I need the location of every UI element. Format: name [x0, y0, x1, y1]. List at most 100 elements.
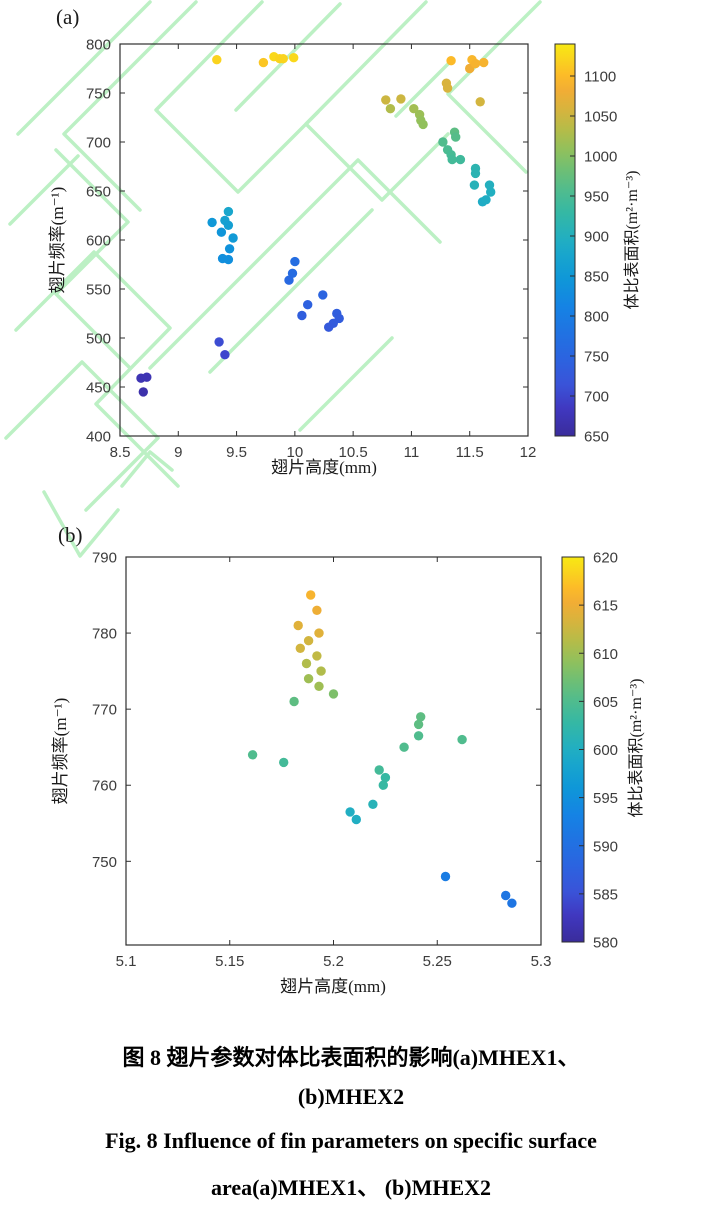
data-point	[290, 256, 300, 267]
y-tick-label: 780	[92, 626, 117, 643]
data-point	[258, 57, 269, 68]
panel-label-a: (a)	[56, 5, 80, 29]
data-point	[368, 799, 378, 809]
data-point	[469, 180, 480, 190]
y-axis-label: 翅片频率(m⁻¹)	[51, 698, 70, 805]
data-point	[212, 55, 222, 65]
colorbar-tick-label: 615	[593, 598, 618, 615]
colorbar-tick-label: 580	[593, 935, 618, 952]
data-point	[142, 372, 152, 382]
x-axis-label: 翅片高度(mm)	[271, 458, 377, 477]
data-point	[289, 53, 299, 63]
x-tick-label: 12	[520, 444, 537, 461]
data-point	[481, 195, 491, 205]
data-points	[247, 590, 517, 908]
data-point	[345, 807, 355, 817]
scatter-plot-a: 8.5 9 9.5 10 10.5 11 11.5 12 400 450 500 550 600 650 7…	[48, 37, 641, 478]
data-point	[470, 168, 481, 179]
data-point	[138, 387, 148, 397]
data-point	[297, 310, 307, 321]
colorbar-tick-label: 1000	[584, 149, 617, 166]
x-tick-label: 5.2	[323, 953, 344, 970]
x-axis: 5.1 5.15 5.2 5.25 5.3	[116, 557, 552, 970]
data-point	[442, 83, 453, 93]
colorbar-tick-label: 1100	[584, 69, 616, 86]
data-point	[351, 814, 361, 825]
data-point	[318, 290, 328, 300]
x-tick-label: 5.1	[116, 953, 137, 970]
x-tick-label: 10.5	[339, 444, 368, 461]
data-point	[378, 780, 388, 790]
x-tick-label: 8.5	[110, 444, 131, 461]
data-point	[413, 731, 424, 741]
data-point	[381, 95, 391, 105]
data-point	[284, 275, 294, 285]
data-point	[455, 154, 466, 165]
y-axis: 750 760 770 780 790	[92, 550, 541, 871]
colorbar-tick-label: 610	[593, 646, 618, 663]
figure-caption-zh-line2: (b)MHEX2	[297, 1084, 405, 1109]
data-point	[475, 97, 485, 107]
colorbar-tick-label: 585	[593, 886, 618, 903]
data-point	[220, 350, 230, 360]
data-point	[301, 658, 312, 669]
colorbar-tick-label: 650	[584, 429, 609, 446]
data-point	[396, 94, 406, 104]
data-point	[303, 300, 313, 310]
data-point	[447, 154, 457, 165]
data-point	[507, 898, 517, 908]
data-point	[303, 674, 314, 684]
data-point	[314, 681, 324, 691]
data-point	[293, 620, 303, 631]
data-point	[374, 765, 384, 775]
data-point	[316, 666, 326, 676]
data-point	[418, 119, 428, 130]
colorbar-tick-label: 800	[584, 309, 609, 326]
colorbar-tick-label: 595	[593, 790, 618, 807]
data-point	[501, 890, 511, 901]
x-tick-label: 9.5	[226, 444, 247, 461]
figure-caption-en-line1: Fig. 8 Influence of fin parameters on sp…	[105, 1128, 597, 1153]
data-point	[312, 651, 322, 661]
y-tick-label: 650	[86, 184, 111, 201]
data-point	[228, 233, 238, 243]
watermark-lines	[4, 0, 542, 558]
data-point	[399, 742, 409, 752]
figure-caption-zh-line1: 图 8 翅片参数对体比表面积的影响(a)MHEX1、	[122, 1045, 580, 1070]
x-tick-label: 5.25	[423, 953, 452, 970]
data-point	[328, 689, 339, 699]
y-tick-label: 600	[86, 233, 111, 250]
data-point	[440, 871, 451, 882]
x-axis: 8.5 9 9.5 10 10.5 11 11.5 12	[110, 44, 537, 461]
data-point	[295, 643, 305, 653]
data-point	[416, 712, 426, 722]
data-point	[216, 227, 227, 237]
y-tick-label: 400	[86, 429, 111, 446]
y-tick-label: 800	[86, 37, 111, 54]
data-point	[457, 734, 467, 745]
x-tick-label: 5.3	[531, 953, 552, 970]
data-point	[470, 58, 481, 69]
y-axis: 400 450 500 550 600 650 700 750 800	[86, 37, 528, 446]
data-point	[289, 696, 299, 707]
y-axis-label: 翅片频率(m⁻¹)	[48, 187, 67, 294]
data-point	[279, 757, 289, 768]
data-point	[214, 337, 224, 347]
colorbar-tick-label: 750	[584, 349, 609, 366]
y-tick-label: 500	[86, 331, 111, 348]
y-tick-label: 750	[86, 86, 111, 103]
data-point	[438, 137, 448, 147]
y-tick-label: 770	[92, 702, 117, 719]
x-axis-label: 翅片高度(mm)	[280, 977, 386, 996]
data-point	[446, 56, 456, 66]
colorbar-tick-label: 1050	[584, 109, 617, 126]
data-point	[247, 750, 258, 760]
y-tick-label: 450	[86, 380, 111, 397]
colorbar-tick-label: 850	[584, 269, 609, 286]
data-point	[306, 590, 316, 600]
data-point	[223, 206, 234, 217]
data-point	[324, 322, 334, 332]
data-point	[207, 217, 217, 228]
